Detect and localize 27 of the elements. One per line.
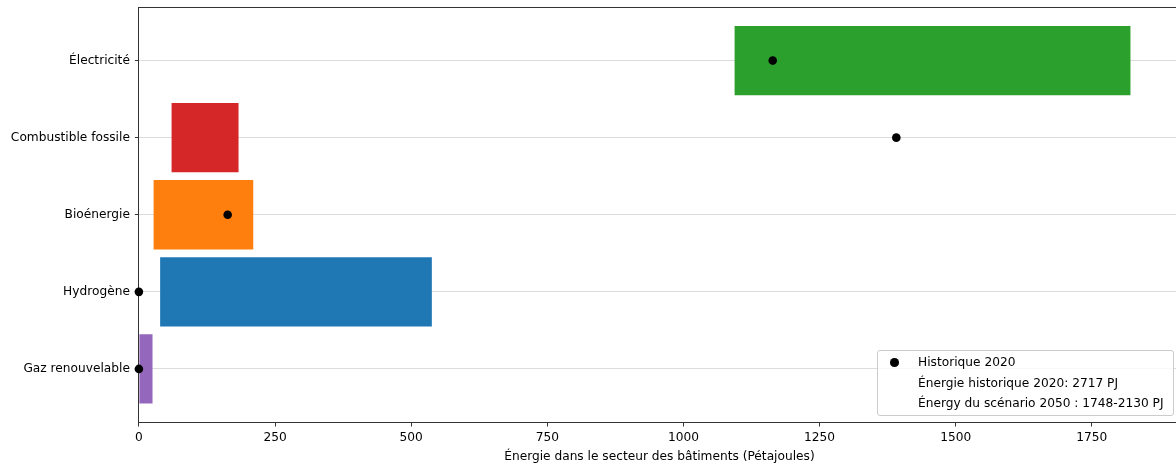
bar: [734, 25, 1131, 96]
annotation: Énergie historique 2020: 2717 PJ: [918, 375, 1119, 390]
y-tick-label: Combustible fossile: [10, 129, 130, 144]
y-tick-label: Bioénergie: [64, 206, 130, 221]
point: [134, 287, 144, 297]
x-tick-label: 0: [135, 429, 143, 444]
x-axis-title: Énergie dans le secteur des bâtiments (Pétajoules): [504, 447, 815, 463]
x-tick-label: 250: [263, 429, 287, 444]
y-tick-label: Électricité: [69, 51, 130, 67]
point: [134, 364, 144, 374]
point: [892, 133, 901, 142]
bar: [160, 257, 432, 327]
legend-label: Historique 2020: [918, 354, 1016, 369]
x-tick-label: 750: [535, 429, 559, 444]
annotation: Énergy du scénario 2050 : 1748-2130 PJ: [918, 396, 1164, 411]
point: [768, 56, 778, 65]
point: [223, 210, 232, 220]
x-tick-label: 1250: [804, 429, 836, 444]
y-tick-label: Gaz renouvelable: [23, 361, 130, 376]
bar: [153, 180, 254, 250]
x-tick-label: 1000: [667, 429, 699, 444]
y-tick-label: Hydrogène: [63, 284, 130, 298]
bar: [139, 334, 153, 404]
bar: [171, 102, 239, 173]
x-tick-label: 1750: [1076, 429, 1108, 444]
x-tick-label: 500: [399, 429, 423, 444]
x-tick-label: 1500: [940, 429, 972, 444]
